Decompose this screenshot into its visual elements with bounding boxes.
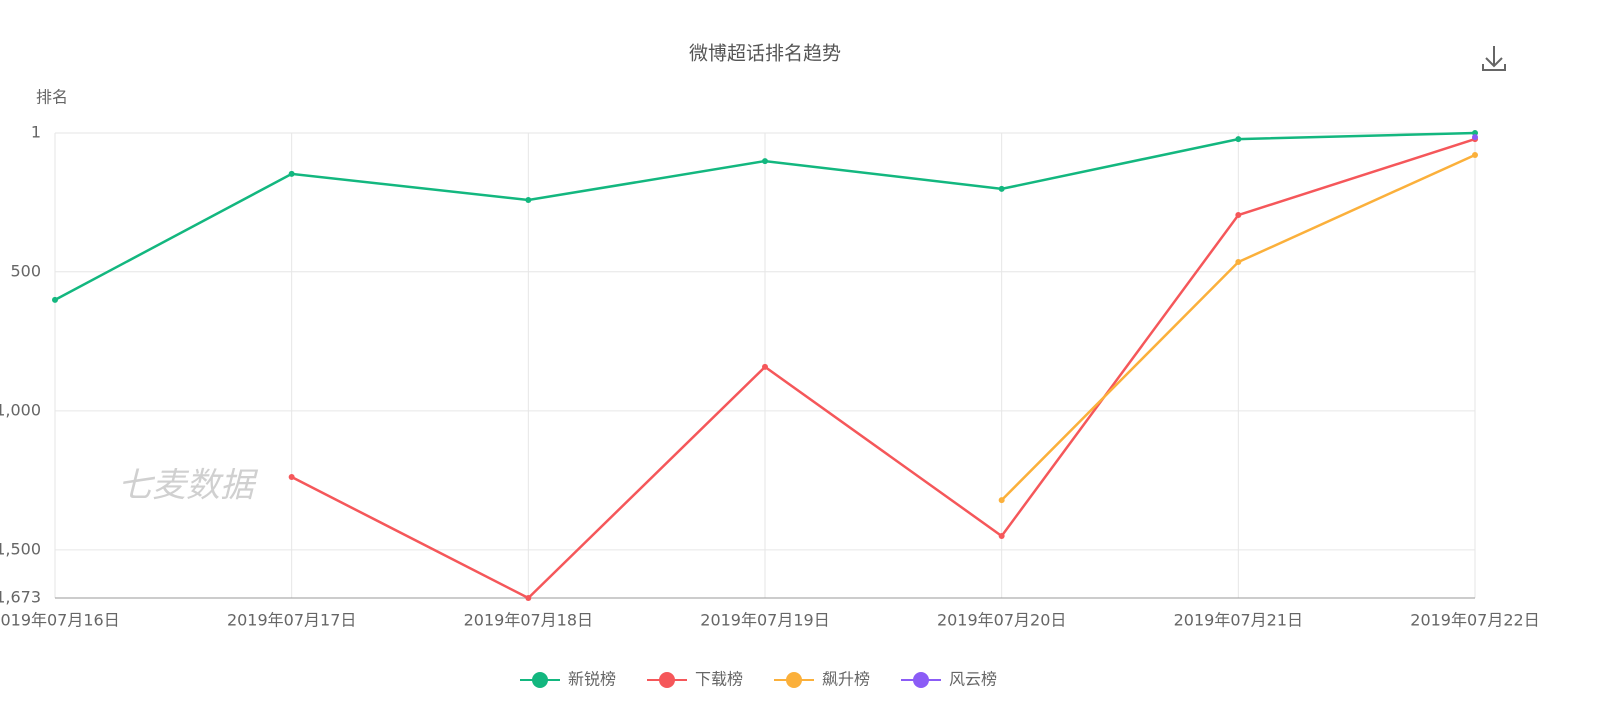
legend-label: 新锐榜 [568,670,616,689]
data-point [1472,130,1478,136]
watermark: 七麦数据 [118,466,259,506]
data-point [1235,212,1242,219]
legend-label: 风云榜 [949,670,997,689]
x-tick-label: 2019年07月20日 [937,611,1066,630]
data-point [998,532,1005,539]
legend-marker [659,672,675,688]
series-line [291,137,1476,600]
data-point [1235,136,1242,143]
x-tick-label: 2019年07月19日 [700,611,829,630]
data-point [762,363,768,370]
y-tick-label: 1 [31,123,41,142]
y-tick-label: 500 [10,261,41,280]
y-tick-label: 1,500 [0,539,41,558]
y-tick-label: 1,673 [0,588,41,607]
x-tick-label: 2019年07月16日 [0,611,120,630]
legend-label: 下载榜 [695,670,743,689]
data-point [998,497,1005,504]
x-tick-label: 2019年07月21日 [1174,611,1303,630]
data-point [288,170,295,177]
legend-marker [786,672,802,688]
y-tick-label: 1,000 [0,400,41,419]
legend-label: 飙升榜 [822,670,870,689]
data-point [1472,151,1478,158]
data-point [1235,259,1242,266]
data-point [1472,134,1478,141]
data-point [998,185,1005,192]
legend-marker [532,672,548,688]
data-point [52,296,58,303]
data-point [762,158,768,165]
x-tick-label: 2019年07月17日 [227,611,356,630]
legend-marker [913,672,929,688]
x-tick-label: 2019年07月18日 [464,611,593,630]
y-axis-label: 排名 [36,88,68,107]
chart-title: 微博超话排名趋势 [689,43,841,65]
data-point [525,197,532,204]
download-button[interactable] [1482,46,1506,71]
data-point [288,474,295,481]
data-point [525,595,532,601]
x-tick-label: 2019年07月22日 [1410,611,1539,630]
